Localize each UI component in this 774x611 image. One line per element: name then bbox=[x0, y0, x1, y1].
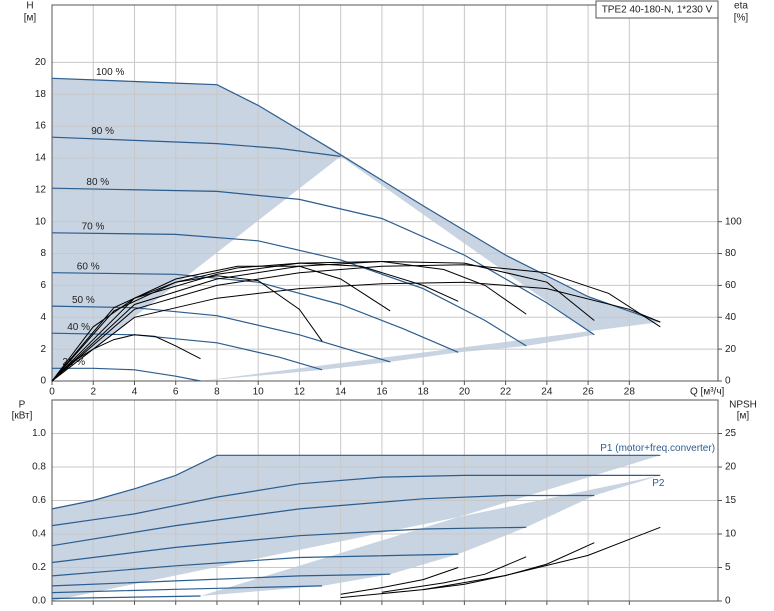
x-tick-label: 18 bbox=[418, 387, 430, 398]
curve bbox=[51, 232, 527, 347]
y2-tick-label: 0 bbox=[725, 376, 731, 387]
curve bbox=[51, 187, 595, 336]
y-tick-label: 0.0 bbox=[32, 596, 46, 607]
secondary-curve bbox=[423, 542, 595, 591]
y2-axis-label: NPSH bbox=[729, 400, 757, 411]
chart-title: TPE2 40-180-N, 1*230 V bbox=[602, 5, 713, 16]
curve bbox=[51, 77, 661, 323]
secondary-curve bbox=[51, 281, 661, 382]
curve-label: 60 % bbox=[77, 261, 100, 272]
x-tick-label: 10 bbox=[253, 387, 265, 398]
secondary-curve bbox=[51, 260, 595, 382]
secondary-curve bbox=[51, 275, 323, 382]
curve-label: 90 % bbox=[91, 126, 114, 137]
secondary-curve bbox=[340, 567, 459, 595]
y-tick-label: 1.0 bbox=[32, 428, 46, 439]
curve bbox=[51, 553, 459, 577]
curve-label: 40 % bbox=[67, 322, 90, 333]
y2-tick-label: 25 bbox=[725, 428, 737, 439]
y2-axis-unit: [%] bbox=[734, 13, 749, 24]
x-tick-label: 28 bbox=[624, 387, 636, 398]
y-tick-label: 0.2 bbox=[32, 562, 46, 573]
y-axis-unit: [кВт] bbox=[12, 411, 33, 422]
secondary-curve bbox=[51, 262, 459, 382]
curve bbox=[51, 585, 323, 594]
curve bbox=[51, 526, 527, 564]
y-tick-label: 14 bbox=[35, 153, 47, 164]
x-tick-label: 24 bbox=[541, 387, 553, 398]
y-tick-label: 0.8 bbox=[32, 462, 46, 473]
y-tick-label: 18 bbox=[35, 89, 47, 100]
y-tick-label: 4 bbox=[40, 312, 46, 323]
curve-label: 80 % bbox=[86, 177, 109, 188]
y2-axis-label: eta bbox=[734, 1, 748, 12]
x-tick-label: 8 bbox=[214, 387, 220, 398]
secondary-curve bbox=[51, 264, 661, 382]
y-tick-label: 12 bbox=[35, 184, 47, 195]
x-tick-label: 2 bbox=[90, 387, 96, 398]
curve bbox=[51, 595, 201, 600]
curve bbox=[51, 494, 595, 547]
y2-tick-label: 20 bbox=[725, 344, 737, 355]
x-tick-label: 16 bbox=[376, 387, 388, 398]
y2-tick-label: 15 bbox=[725, 495, 737, 506]
x-tick-label: 20 bbox=[459, 387, 471, 398]
y2-tick-label: 10 bbox=[725, 529, 737, 540]
x-tick-label: 22 bbox=[500, 387, 512, 398]
y2-axis-unit: [м] bbox=[737, 411, 750, 422]
curve bbox=[51, 332, 323, 371]
y-tick-label: 0 bbox=[40, 376, 46, 387]
secondary-curve bbox=[51, 265, 391, 382]
y-tick-label: 16 bbox=[35, 121, 47, 132]
curve-label: 70 % bbox=[82, 221, 105, 232]
y-tick-label: 0.6 bbox=[32, 495, 46, 506]
x-tick-label: 14 bbox=[335, 387, 347, 398]
curve bbox=[51, 305, 391, 363]
y-tick-label: 20 bbox=[35, 57, 47, 68]
x-tick-label: 12 bbox=[294, 387, 306, 398]
curve bbox=[51, 573, 391, 587]
curve bbox=[51, 474, 661, 527]
curve-label: 50 % bbox=[72, 295, 95, 306]
y2-tick-label: 100 bbox=[725, 216, 742, 227]
y2-tick-label: 80 bbox=[725, 248, 737, 259]
x-tick-label: 26 bbox=[583, 387, 595, 398]
y-tick-label: 2 bbox=[40, 344, 46, 355]
x-axis-label: Q [м³/ч] bbox=[690, 387, 725, 398]
title-box bbox=[595, 0, 719, 19]
x-tick-label: 6 bbox=[173, 387, 179, 398]
y-tick-label: 10 bbox=[35, 216, 47, 227]
y2-tick-label: 40 bbox=[725, 312, 737, 323]
curve bbox=[51, 272, 459, 353]
y-tick-label: 0.4 bbox=[32, 529, 46, 540]
y-tick-label: 8 bbox=[40, 248, 46, 259]
y2-tick-label: 60 bbox=[725, 280, 737, 291]
y2-tick-label: 20 bbox=[725, 462, 737, 473]
y-axis-label: P bbox=[19, 400, 26, 411]
secondary-curve bbox=[51, 260, 527, 382]
curve-label: P2 bbox=[652, 478, 665, 489]
y-axis-unit: [м] bbox=[24, 13, 37, 24]
y-tick-label: 6 bbox=[40, 280, 46, 291]
secondary-curve bbox=[51, 334, 201, 382]
curve bbox=[52, 367, 201, 382]
secondary-curve bbox=[381, 556, 527, 593]
operating-area bbox=[52, 78, 661, 381]
curve bbox=[51, 454, 661, 510]
top-plot-frame bbox=[51, 4, 719, 382]
operating-area bbox=[52, 455, 661, 601]
x-tick-label: 4 bbox=[132, 387, 138, 398]
x-tick-label: 0 bbox=[49, 387, 55, 398]
curve-label: 100 % bbox=[96, 67, 124, 78]
y-axis-label: H bbox=[26, 1, 33, 12]
y2-tick-label: 0 bbox=[725, 596, 731, 607]
y2-tick-label: 5 bbox=[725, 562, 731, 573]
curve bbox=[51, 136, 341, 157]
curve-label: P1 (motor+freq.converter) bbox=[600, 443, 715, 454]
